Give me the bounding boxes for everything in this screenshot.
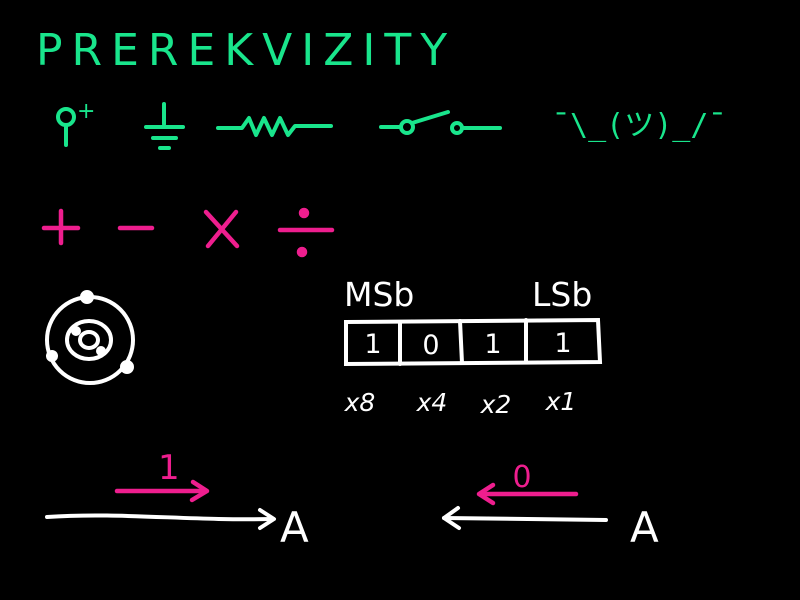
operator-label: ÷ (280, 258, 281, 261)
symbols-row: + ¯\_(ツ)_/¯ (56, 99, 727, 150)
page-title: PREREKVIZITY (36, 25, 456, 76)
signal-right-target: A (630, 503, 659, 552)
resistor-icon (216, 116, 333, 137)
operators-row (41, 207, 335, 258)
signal-right-direction-arrowhead (476, 482, 496, 506)
operator-label: × (206, 258, 207, 261)
signal-right-wire-arrowhead (442, 506, 461, 530)
bit-weight: x1 (545, 387, 577, 416)
switch-icon (379, 110, 502, 135)
bit-weight: x2 (480, 390, 512, 419)
shrug-emoticon: ¯\_(ツ)_/¯ (552, 108, 727, 143)
ground-icon (144, 102, 185, 150)
divide-operator (277, 207, 335, 258)
signal-left-wire-arrowhead (258, 508, 276, 530)
binary-register: MSb LSb 1 0 1 1 x8 x4 x2 x1 (344, 275, 603, 419)
signal-right: 0 A (442, 460, 659, 552)
msb-label: MSb (344, 275, 414, 314)
register-outline (344, 317, 603, 367)
times-operator (203, 209, 240, 249)
operator-label: + (44, 259, 45, 261)
signal-right-value: 0 (512, 460, 531, 495)
bit-cell: 1 (554, 328, 571, 359)
operator-label: − (120, 259, 121, 261)
signal-left-target: A (280, 503, 309, 552)
signal-left: 1 A (45, 448, 309, 552)
bit-cell: 1 (364, 329, 381, 360)
bit-weight: x8 (344, 388, 376, 417)
atom-icon (45, 290, 135, 385)
signal-left-direction-arrowhead (189, 479, 210, 503)
lsb-label: LSb (532, 275, 592, 314)
bit-weight: x4 (416, 388, 448, 417)
signal-left-wire-arrow (45, 513, 274, 522)
bit-cell: 0 (422, 330, 439, 361)
signal-right-wire-arrow (442, 516, 608, 522)
bit-cell: 1 (484, 329, 501, 360)
power-supply-icon (56, 107, 76, 147)
plus-operator (41, 208, 81, 246)
register-divider (458, 319, 464, 365)
power-supply-label: + (77, 99, 95, 124)
signal-left-value: 1 (158, 448, 180, 488)
